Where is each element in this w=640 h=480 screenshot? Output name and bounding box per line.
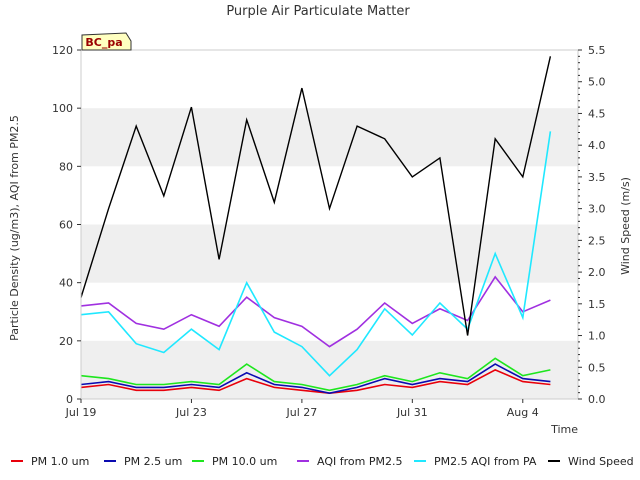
site-label: BC_pa <box>85 36 122 49</box>
x-tick-label: Jul 19 <box>65 406 97 419</box>
y2-tick-label: 3.5 <box>588 171 606 184</box>
series-line-1 <box>80 363 551 395</box>
y-tick-label: 100 <box>52 102 73 115</box>
background-band <box>81 108 578 167</box>
y-tick-label: 0 <box>66 393 73 406</box>
legend-label: Wind Speed <box>568 455 634 468</box>
site-label-box: BC_pa <box>81 32 132 51</box>
series-line-3 <box>80 275 551 348</box>
y2-tick-label: 0.5 <box>588 361 606 374</box>
y2-tick-label: 5.5 <box>588 44 606 57</box>
x-axis-ticks: Jul 19 Jul 23 Jul 27 Jul 31 Aug 4 <box>65 399 539 419</box>
legend-label: PM 1.0 um <box>31 455 89 468</box>
y-axis-ticks: 0 20 40 60 80 100 120 <box>52 44 81 406</box>
chart-title: Purple Air Particulate Matter <box>226 4 410 19</box>
y2-tick-label: 1.0 <box>588 330 606 343</box>
y2-tick-label: 2.0 <box>588 266 606 279</box>
y2-tick-label: 0.0 <box>588 393 606 406</box>
y2-axis-ticks: 0.0 0.5 1.0 1.5 2.0 2.5 3.0 3.5 4.0 4.5 5.0 5.5 <box>578 44 606 406</box>
y2-tick-label: 2.5 <box>588 234 606 247</box>
y2-tick-label: 1.5 <box>588 298 606 311</box>
legend-label: PM 2.5 um <box>124 455 182 468</box>
legend-label: PM2.5 AQI from PA <box>434 455 537 468</box>
y-tick-label: 60 <box>59 219 73 232</box>
y-axis-label: Particle Density (ug/m3), AQI from PM2.5 <box>8 115 21 341</box>
series-line-0 <box>80 369 551 395</box>
x-tick-label: Aug 4 <box>507 406 539 419</box>
y2-axis-label: Wind Speed (m/s) <box>619 177 632 275</box>
legend-label: PM 10.0 um <box>212 455 277 468</box>
y2-tick-label: 4.0 <box>588 139 606 152</box>
series-lines <box>80 56 552 395</box>
x-axis-label: Time <box>550 423 578 436</box>
y-tick-label: 40 <box>59 277 73 290</box>
y2-tick-label: 3.0 <box>588 203 606 216</box>
x-tick-label: Jul 23 <box>175 406 207 419</box>
y2-tick-label: 4.5 <box>588 107 606 120</box>
y-tick-label: 20 <box>59 335 73 348</box>
x-tick-label: Jul 27 <box>286 406 318 419</box>
x-tick-label: Jul 31 <box>396 406 428 419</box>
legend: PM 1.0 um PM 2.5 um PM 10.0 um AQI from PM2… <box>11 455 634 468</box>
series-line-4 <box>80 131 552 377</box>
y-tick-label: 80 <box>59 160 73 173</box>
background-bands <box>81 108 578 399</box>
series-line-2 <box>80 357 551 392</box>
y-tick-label: 120 <box>52 44 73 57</box>
series-line-5 <box>80 56 552 336</box>
legend-label: AQI from PM2.5 <box>317 455 402 468</box>
y2-tick-label: 5.0 <box>588 76 606 89</box>
